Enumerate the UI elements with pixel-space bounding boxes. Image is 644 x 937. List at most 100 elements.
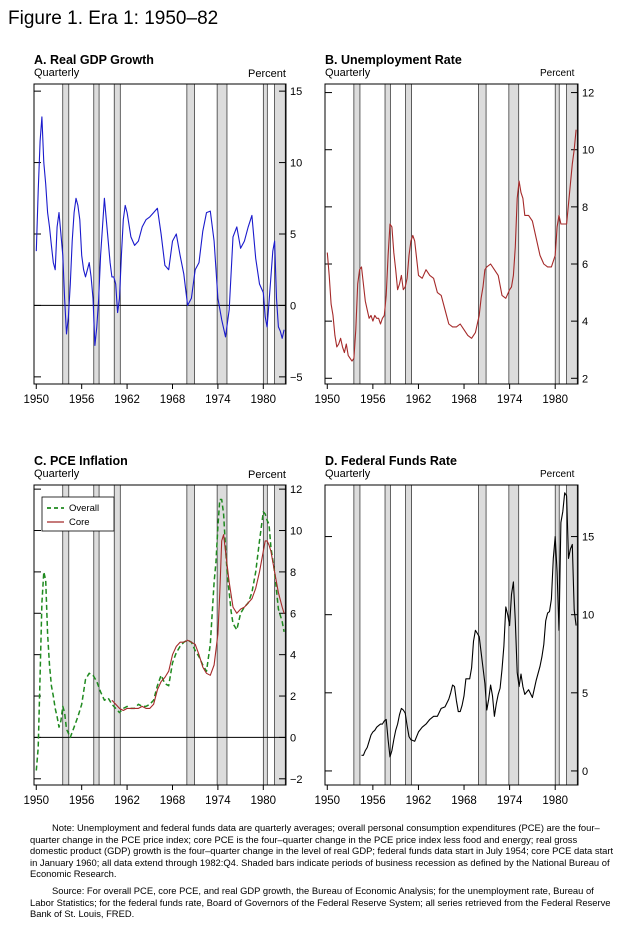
x-tick-label: 1962 — [406, 394, 432, 406]
data-point — [558, 630, 559, 631]
y-tick-label: 0 — [582, 766, 588, 778]
data-point — [389, 756, 390, 757]
data-point — [388, 739, 389, 740]
panel-d-title: D. Federal Funds Rate — [325, 454, 457, 468]
data-point — [410, 739, 411, 740]
data-point — [401, 708, 402, 709]
legend-label-overall: Overall — [69, 503, 99, 514]
series-line-core — [111, 534, 285, 712]
data-point — [562, 511, 563, 512]
x-tick-label: 1974 — [205, 394, 231, 406]
data-point — [570, 549, 571, 550]
data-point — [395, 730, 396, 731]
data-point — [524, 694, 525, 695]
y-tick-label: 6 — [290, 608, 296, 620]
x-tick-label: 1980 — [542, 394, 568, 406]
y-tick-label: 0 — [290, 732, 296, 744]
y-tick-label: 5 — [290, 229, 296, 241]
data-point — [473, 641, 474, 642]
recession-bar — [508, 484, 520, 786]
data-point — [500, 688, 501, 689]
series-line-federal-funds-rate — [361, 492, 577, 758]
data-point — [513, 581, 514, 582]
data-point — [369, 741, 370, 742]
data-point — [471, 667, 472, 668]
y-tick-label: 10 — [290, 526, 302, 538]
data-point — [399, 714, 400, 715]
data-point — [393, 739, 394, 740]
data-point — [433, 716, 434, 717]
data-point — [547, 613, 548, 614]
data-point — [374, 730, 375, 731]
data-point — [450, 692, 451, 693]
data-point — [557, 572, 558, 573]
y-tick-label: 2 — [290, 691, 296, 703]
data-point — [429, 719, 430, 720]
recession-bar — [554, 484, 560, 786]
data-point — [549, 611, 550, 612]
x-tick-label: 1956 — [69, 394, 95, 406]
panel-c-unit: Percent — [248, 469, 286, 481]
data-point — [441, 708, 442, 709]
x-tick-label: 1968 — [451, 394, 477, 406]
panel-a-subtitle: Quarterly — [34, 67, 80, 79]
data-point — [572, 544, 573, 545]
y-tick-label: 15 — [290, 86, 302, 98]
panel-b-unit: Percent — [540, 68, 575, 79]
y-tick-label: 8 — [290, 567, 296, 579]
x-tick-label: 1974 — [497, 795, 523, 807]
data-point — [551, 599, 552, 600]
y-tick-label: 4 — [582, 316, 588, 328]
y-tick-label: 10 — [582, 145, 594, 157]
data-point — [568, 558, 569, 559]
data-point — [553, 558, 554, 559]
data-point — [418, 731, 419, 732]
data-point — [370, 734, 371, 735]
data-point — [503, 645, 504, 646]
data-point — [378, 725, 379, 726]
data-point — [492, 695, 493, 696]
data-point — [405, 713, 406, 714]
x-tick-label: 1980 — [251, 394, 277, 406]
data-point — [519, 686, 520, 687]
data-point — [408, 736, 409, 737]
recession-bar — [478, 484, 487, 786]
y-tick-label: 15 — [582, 532, 594, 544]
data-point — [484, 683, 485, 684]
data-point — [463, 695, 464, 696]
data-point — [494, 716, 495, 717]
data-point — [391, 750, 392, 751]
y-tick-label: −2 — [290, 774, 303, 786]
x-tick-label: 1974 — [497, 394, 523, 406]
data-point — [403, 709, 404, 710]
data-point — [482, 667, 483, 668]
y-tick-label: 10 — [582, 610, 594, 622]
data-point — [517, 672, 518, 673]
data-point — [479, 636, 480, 637]
data-point — [541, 656, 542, 657]
panel-c-title: C. PCE Inflation — [34, 454, 128, 468]
data-point — [372, 731, 373, 732]
panel-b-title: B. Unemployment Rate — [325, 53, 462, 67]
data-point — [532, 697, 533, 698]
x-tick-label: 1956 — [360, 795, 386, 807]
legend-box — [41, 496, 115, 532]
data-point — [477, 633, 478, 634]
panel-a-unit: Percent — [248, 68, 286, 80]
data-point — [475, 630, 476, 631]
data-point — [488, 699, 489, 700]
x-tick-label: 1950 — [23, 394, 49, 406]
data-point — [511, 594, 512, 595]
x-tick-label: 1968 — [160, 394, 186, 406]
y-tick-label: 0 — [290, 300, 296, 312]
panel-a-title: A. Real GDP Growth — [34, 53, 154, 67]
y-tick-label: 12 — [290, 484, 302, 496]
x-tick-label: 1968 — [451, 795, 477, 807]
data-point — [539, 666, 540, 667]
data-point — [515, 620, 516, 621]
series-line-unemployment-rate — [326, 129, 577, 362]
y-tick-label: 8 — [582, 202, 588, 214]
legend-label-core: Core — [69, 517, 90, 528]
